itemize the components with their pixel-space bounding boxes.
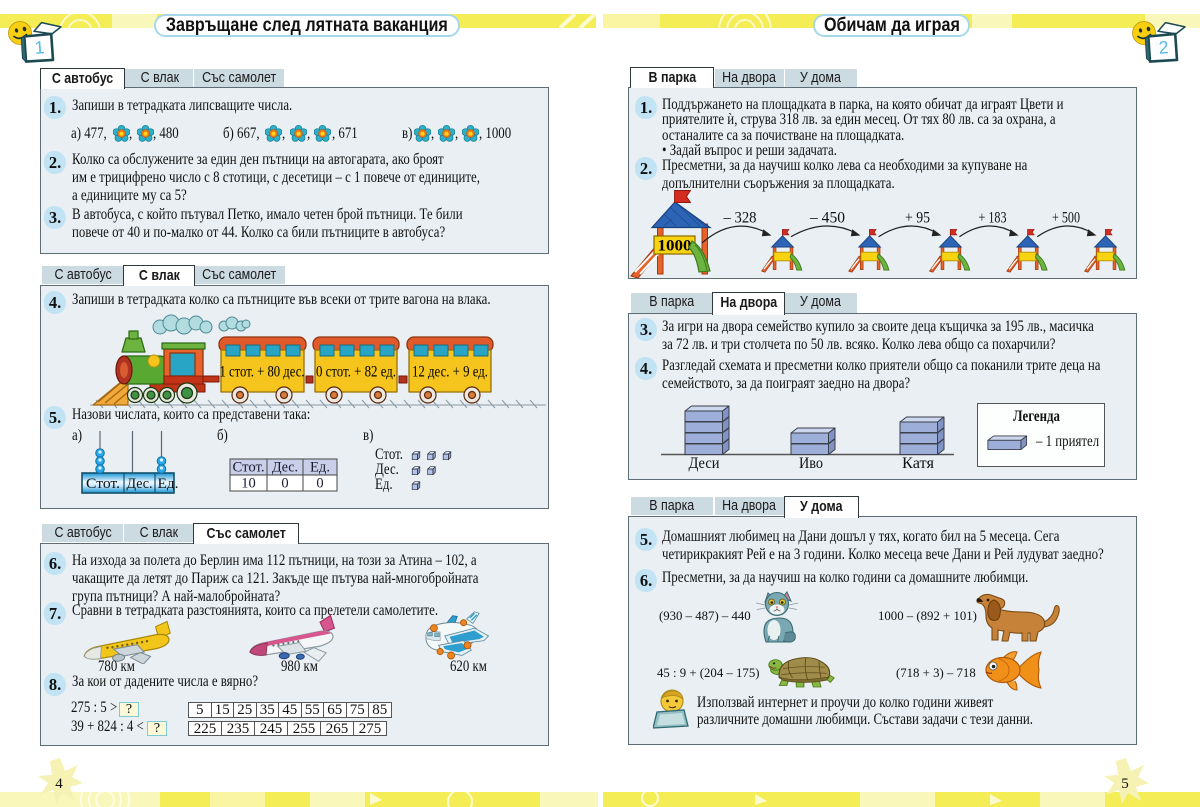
svg-text:Деси: Деси xyxy=(689,455,720,472)
svg-text:Дес.: Дес. xyxy=(272,460,298,476)
svg-text:+ 500: + 500 xyxy=(1052,210,1080,227)
svg-text:Катя: Катя xyxy=(902,455,934,472)
svg-text:5: 5 xyxy=(1121,776,1129,792)
svg-text:Дес.: Дес. xyxy=(127,476,153,492)
svg-text:1: 1 xyxy=(34,37,45,58)
svg-text:1 стот. + 80 дес.: 1 стот. + 80 дес. xyxy=(220,364,305,381)
svg-text:– 450: – 450 xyxy=(809,210,845,227)
svg-text:+ 95: + 95 xyxy=(905,210,930,227)
svg-text:0: 0 xyxy=(281,476,288,492)
svg-text:+ 183: + 183 xyxy=(979,210,1007,227)
svg-text:Стот.: Стот. xyxy=(233,460,265,476)
svg-text:Стот.: Стот. xyxy=(86,476,120,492)
svg-text:2: 2 xyxy=(1158,37,1169,58)
svg-text:0 стот. + 82 ед.: 0 стот. + 82 ед. xyxy=(316,364,396,381)
svg-text:12 дес. + 9 ед.: 12 дес. + 9 ед. xyxy=(412,364,488,381)
svg-text:4: 4 xyxy=(55,776,63,792)
svg-text:0: 0 xyxy=(316,476,323,492)
svg-text:Ед.: Ед. xyxy=(310,460,330,476)
svg-text:1000: 1000 xyxy=(658,238,692,255)
svg-text:– 328: – 328 xyxy=(723,210,757,227)
svg-text:Ед.: Ед. xyxy=(158,476,179,492)
svg-text:10: 10 xyxy=(241,476,256,492)
svg-text:Иво: Иво xyxy=(799,455,823,472)
